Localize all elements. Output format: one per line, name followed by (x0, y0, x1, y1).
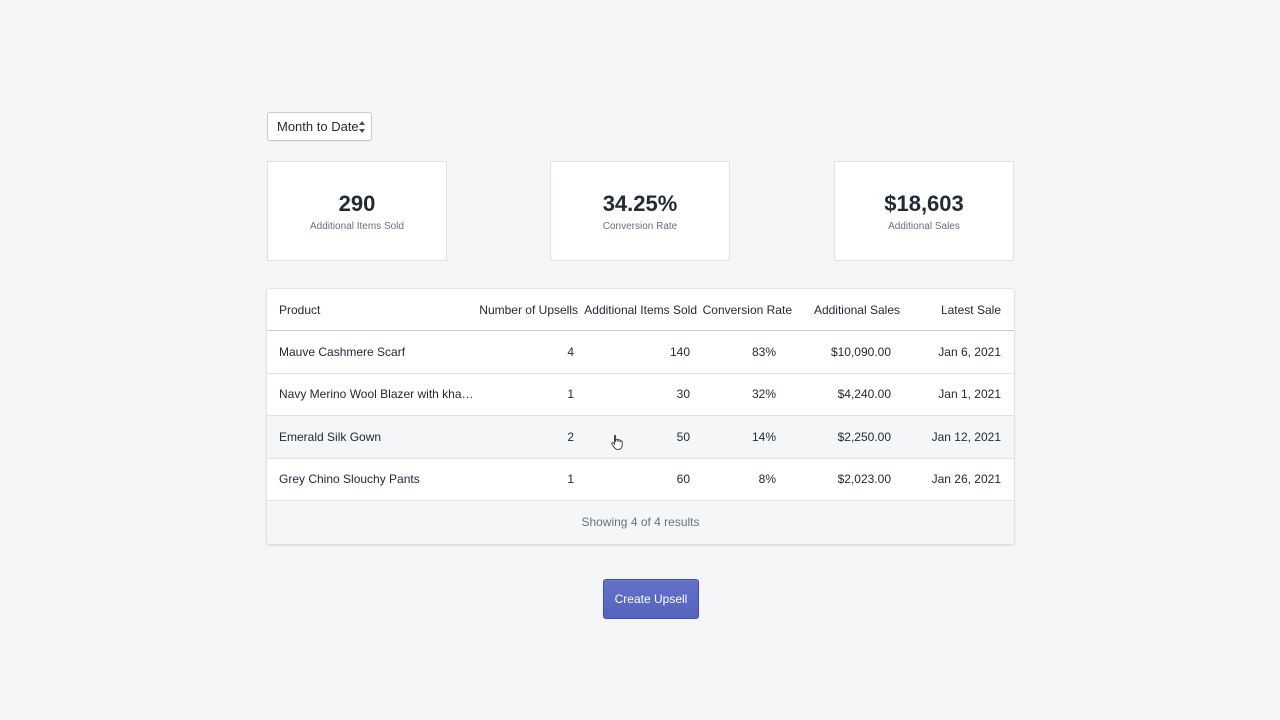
cell-upsells: 1 (567, 387, 574, 402)
hand-pointer-icon (611, 434, 623, 450)
cell-product: Emerald Silk Gown (279, 429, 382, 444)
header-product[interactable]: Product (279, 302, 321, 317)
stat-value: $18,603 (884, 191, 964, 216)
cell-additional-sales: $2,250.00 (837, 429, 891, 444)
cell-items-sold: 50 (676, 429, 690, 444)
stat-card-additional-sales: $18,603 Additional Sales (834, 161, 1014, 261)
cell-product: Navy Merino Wool Blazer with khaki chino… (279, 387, 477, 402)
stat-label: Additional Sales (888, 221, 960, 232)
cell-items-sold: 30 (676, 387, 690, 402)
stat-label: Conversion Rate (602, 221, 678, 232)
table-row[interactable]: Grey Chino Slouchy Pants 1 60 8% $2,023.… (267, 459, 1014, 501)
cell-upsells: 1 (567, 472, 574, 487)
date-range-value: Month to Date (277, 119, 359, 134)
cell-product: Mauve Cashmere Scarf (279, 344, 406, 359)
date-range-select[interactable]: Month to Date (267, 112, 372, 141)
cell-product: Grey Chino Slouchy Pants (279, 472, 420, 487)
cell-latest-sale: Jan 26, 2021 (931, 472, 1001, 487)
header-number-of-upsells[interactable]: Number of Upsells (479, 302, 578, 317)
table-footer: Showing 4 of 4 results (267, 501, 1014, 544)
cell-additional-sales: $2,023.00 (837, 472, 891, 487)
cell-conversion-rate: 83% (751, 344, 776, 359)
cell-upsells: 2 (567, 429, 574, 444)
cell-latest-sale: Jan 12, 2021 (931, 429, 1001, 444)
header-additional-items-sold[interactable]: Additional Items Sold (584, 302, 697, 317)
cell-conversion-rate: 14% (751, 429, 776, 444)
header-conversion-rate[interactable]: Conversion Rate (702, 302, 792, 317)
cell-latest-sale: Jan 1, 2021 (938, 387, 1001, 402)
select-arrows-icon (359, 121, 366, 133)
cell-additional-sales: $4,240.00 (837, 387, 891, 402)
table-header-row: Product Number of Upsells Additional Ite… (267, 289, 1014, 331)
cell-additional-sales: $10,090.00 (830, 344, 891, 359)
header-additional-sales[interactable]: Additional Sales (813, 302, 900, 317)
stat-card-items-sold: 290 Additional Items Sold (267, 161, 447, 261)
table-row[interactable]: Navy Merino Wool Blazer with khaki chino… (267, 374, 1014, 416)
table-row[interactable]: Mauve Cashmere Scarf 4 140 83% $10,090.0… (267, 331, 1014, 374)
cell-conversion-rate: 8% (758, 472, 776, 487)
stat-card-conversion-rate: 34.25% Conversion Rate (550, 161, 730, 261)
create-upsell-button[interactable]: Create Upsell (603, 579, 699, 619)
cell-conversion-rate: 32% (751, 387, 776, 402)
stat-label: Additional Items Sold (310, 221, 404, 232)
cell-items-sold: 140 (669, 344, 690, 359)
header-latest-sale[interactable]: Latest Sale (940, 302, 1001, 317)
stat-value: 34.25% (602, 191, 678, 216)
upsell-dashboard: Month to Date 290 Additional Items Sold … (267, 112, 1014, 544)
cell-items-sold: 60 (676, 472, 690, 487)
upsells-table: Product Number of Upsells Additional Ite… (267, 289, 1014, 544)
stats-cards: 290 Additional Items Sold 34.25% Convers… (267, 161, 1014, 262)
stat-value: 290 (338, 191, 376, 216)
cell-upsells: 4 (567, 344, 574, 359)
cell-latest-sale: Jan 6, 2021 (938, 344, 1001, 359)
table-row[interactable]: Emerald Silk Gown 2 50 14% $2,250.00 Jan… (267, 416, 1014, 459)
